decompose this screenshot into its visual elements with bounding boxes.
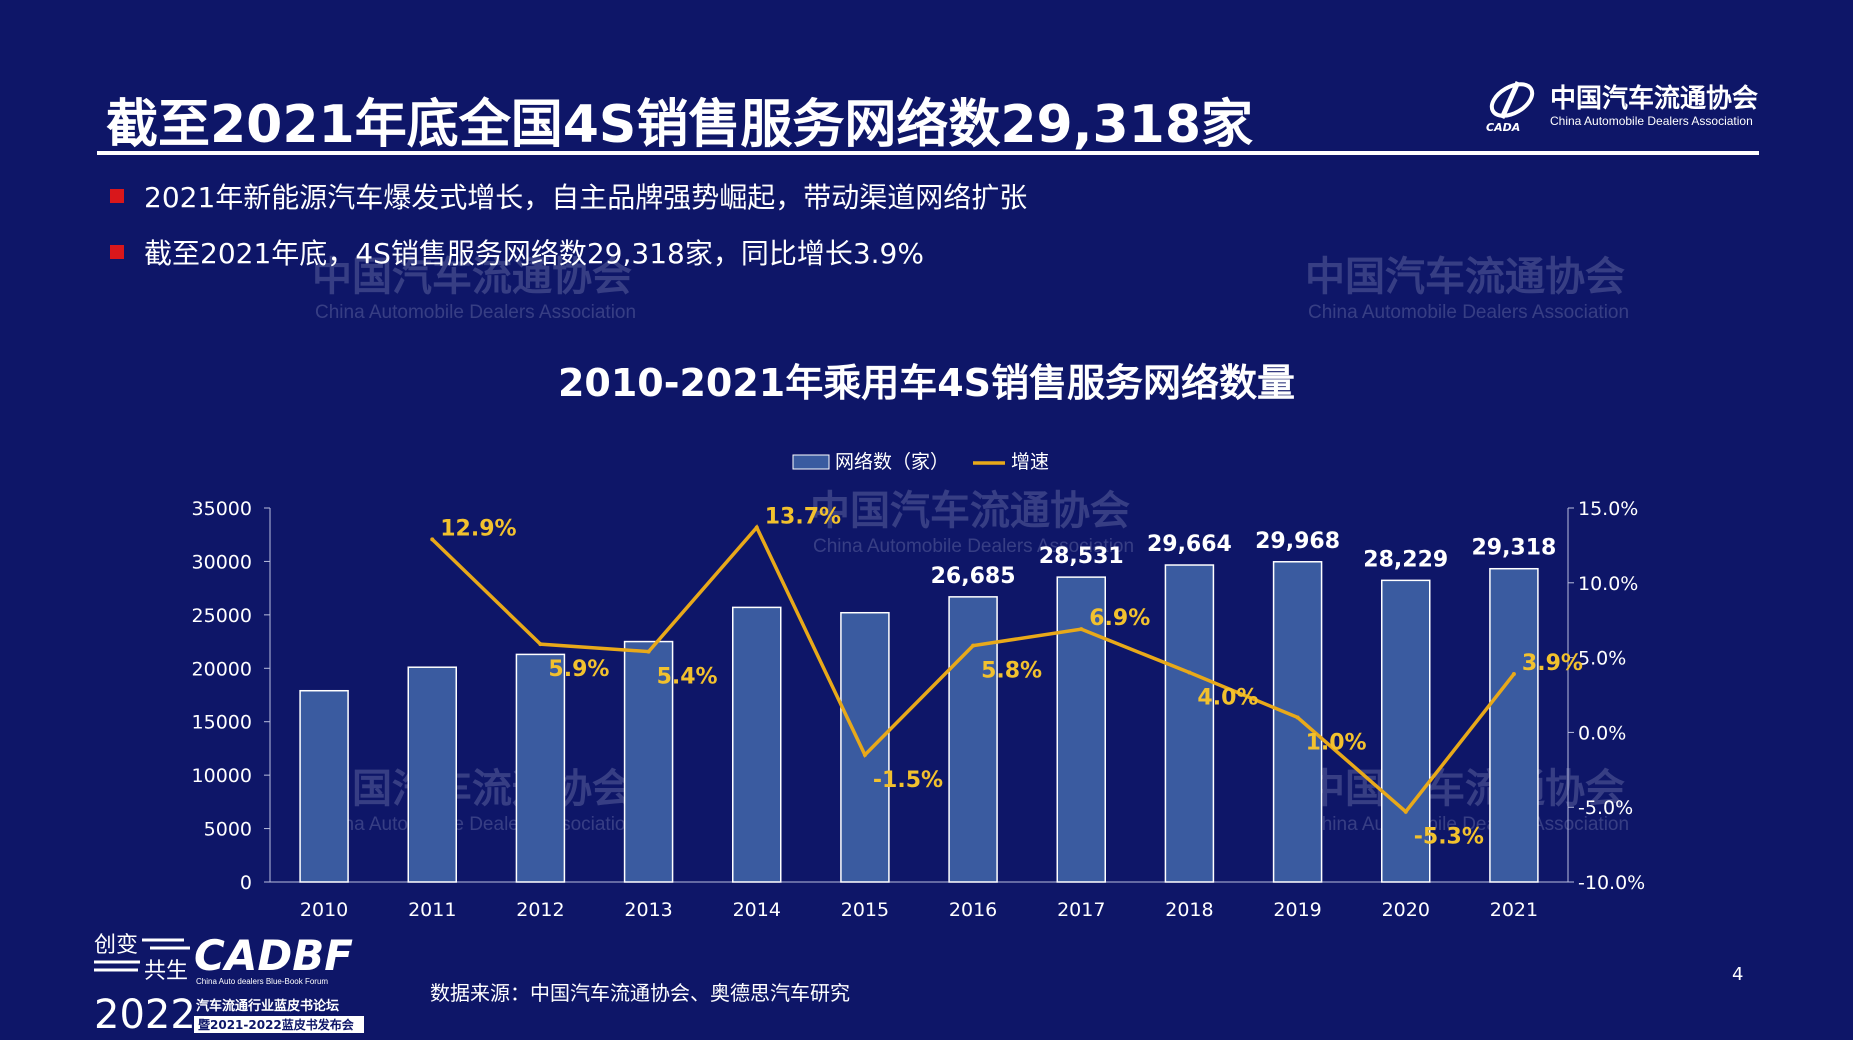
growth-point	[538, 642, 543, 647]
bullet-square-icon	[110, 245, 124, 259]
x-tick-label: 2013	[624, 899, 672, 921]
x-tick-label: 2010	[300, 899, 348, 921]
bar	[1056, 576, 1106, 883]
cada-logo-icon: CADA	[1486, 80, 1535, 134]
x-tick-label: 2020	[1382, 899, 1430, 921]
y-right-tick-label: 15.0%	[1578, 498, 1638, 520]
growth-data-label: 3.9%	[1522, 651, 1583, 676]
bar	[1164, 564, 1215, 883]
x-tick-label: 2019	[1273, 899, 1321, 921]
y-left-tick-label: 5000	[204, 819, 252, 841]
growth-data-label: 5.4%	[657, 665, 718, 690]
y-right-tick-label: 5.0%	[1578, 648, 1626, 670]
growth-point	[754, 525, 759, 530]
page-title: 截至2021年底全国4S销售服务网络数29,318家	[106, 95, 1254, 155]
logo-cn-name: 中国汽车流通协会	[1550, 84, 1759, 114]
y-right-tick-label: -10.0%	[1578, 872, 1645, 894]
x-tick-label: 2011	[408, 899, 456, 921]
bullet-square-icon	[110, 189, 124, 203]
bar-data-label: 29,664	[1147, 532, 1232, 557]
growth-data-label: 6.9%	[1089, 606, 1150, 631]
growth-point	[1295, 715, 1300, 720]
growth-point	[1403, 809, 1408, 814]
chart-title: 2010-2021年乘用车4S销售服务网络数量	[557, 361, 1296, 405]
data-source-note: 数据来源：中国汽车流通协会、奥德思汽车研究	[430, 981, 850, 1005]
title-divider	[97, 151, 1759, 155]
bar-data-label: 28,229	[1363, 547, 1448, 572]
growth-data-label: 1.0%	[1306, 730, 1367, 755]
x-tick-label: 2012	[516, 899, 564, 921]
bar-data-label: 29,968	[1255, 529, 1340, 554]
growth-point	[1079, 627, 1084, 632]
forum-cn-1: 汽车流通行业蓝皮书论坛	[196, 998, 339, 1014]
forum-brand: CADBF	[194, 931, 353, 980]
bar-data-label: 28,531	[1039, 544, 1124, 569]
forum-en: China Auto dealers Blue-Book Forum	[196, 977, 328, 986]
y-left-tick-label: 30000	[192, 551, 252, 573]
growth-point	[646, 649, 651, 654]
y-left-tick-label: 35000	[192, 498, 252, 520]
forum-slogan-1: 创变	[94, 933, 138, 958]
growth-data-label: 5.9%	[548, 657, 609, 682]
y-left-tick-label: 15000	[192, 712, 252, 734]
bar	[407, 666, 457, 883]
x-tick-label: 2015	[841, 899, 889, 921]
bar	[1272, 561, 1323, 883]
bar	[299, 689, 349, 883]
growth-point	[430, 537, 435, 542]
cadbf-forum-logo: 创变 共生 CADBF China Auto dealers Blue-Book…	[94, 931, 364, 1036]
y-left-tick-label: 0	[240, 872, 252, 894]
growth-point	[971, 643, 976, 648]
bar-data-label: 29,318	[1471, 536, 1556, 561]
growth-point	[862, 752, 867, 757]
y-right-tick-label: 0.0%	[1578, 722, 1626, 744]
y-right-tick-label: 10.0%	[1578, 573, 1638, 595]
bar-data-label: 26,685	[931, 564, 1016, 589]
bar	[515, 653, 566, 883]
x-tick-label: 2018	[1165, 899, 1213, 921]
logo-mark-text: CADA	[1486, 121, 1520, 134]
y-left-tick-label: 25000	[192, 605, 252, 627]
page-number: 4	[1732, 964, 1744, 985]
x-tick-label: 2016	[949, 899, 997, 921]
cada-logo: CADA 中国汽车流通协会 China Automobile Dealers A…	[1482, 74, 1762, 138]
growth-data-label: 13.7%	[765, 504, 841, 529]
x-tick-label: 2017	[1057, 899, 1105, 921]
logo-en-name: China Automobile Dealers Association	[1550, 114, 1753, 128]
x-tick-label: 2014	[733, 899, 781, 921]
growth-point	[1511, 672, 1516, 677]
y-right-tick-label: -5.0%	[1578, 797, 1633, 819]
bullet-item: 截至2021年底，4S销售服务网络数29,318家，同比增长3.9%	[110, 234, 924, 270]
legend-bar-label: 网络数（家）	[835, 451, 949, 473]
x-tick-label: 2021	[1490, 899, 1538, 921]
growth-data-label: 5.8%	[981, 659, 1042, 684]
bar	[948, 596, 998, 883]
legend-line-label: 增速	[1011, 451, 1049, 473]
growth-point	[1187, 670, 1192, 675]
forum-cn-2: 暨2021-2022蓝皮书发布会	[198, 1017, 355, 1032]
bar	[840, 611, 890, 883]
forum-slogan-2: 共生	[144, 959, 188, 984]
y-left-tick-label: 20000	[192, 658, 252, 680]
legend-bar-swatch	[792, 454, 830, 470]
forum-year: 2022	[94, 992, 196, 1036]
bar	[1381, 579, 1431, 883]
bullet-text: 截至2021年底，4S销售服务网络数29,318家，同比增长3.9%	[144, 237, 924, 270]
growth-data-label: 12.9%	[440, 516, 516, 541]
y-left-tick-label: 10000	[192, 765, 252, 787]
bullet-text: 2021年新能源汽车爆发式增长，自主品牌强势崛起，带动渠道网络扩张	[144, 181, 1028, 214]
growth-data-label: 4.0%	[1197, 686, 1258, 711]
bar	[732, 606, 782, 883]
growth-data-label: -5.3%	[1414, 825, 1484, 850]
bar	[623, 640, 674, 883]
bar	[1489, 567, 1539, 883]
growth-data-label: -1.5%	[873, 768, 943, 793]
bullet-item: 2021年新能源汽车爆发式增长，自主品牌强势崛起，带动渠道网络扩张	[110, 178, 1027, 214]
